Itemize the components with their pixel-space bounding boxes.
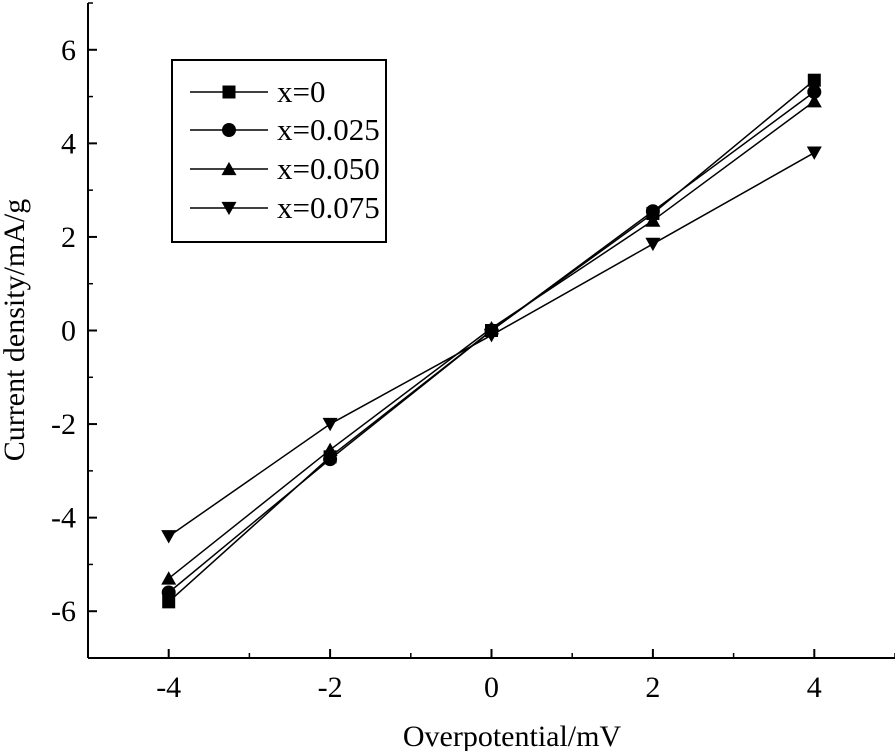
data-point — [322, 417, 338, 432]
x-tick-label: 0 — [484, 671, 499, 704]
data-point — [645, 237, 661, 252]
legend-item: x=0.050 — [190, 151, 380, 186]
data-point — [807, 73, 821, 87]
x-axis-title: Overpotential/mV — [403, 720, 622, 751]
y-tick-label: 6 — [61, 34, 76, 67]
legend-marker — [222, 85, 236, 99]
legend-item: x=0.025 — [190, 112, 380, 147]
legend-label: x=0.075 — [277, 190, 380, 225]
data-point — [645, 213, 661, 227]
x-axis: -4 -2 0 2 4 — [156, 649, 822, 704]
y-tick-label: -6 — [51, 595, 76, 628]
legend-label: x=0.050 — [277, 151, 380, 186]
legend-marker — [222, 123, 236, 137]
series-layer — [161, 73, 822, 609]
y-tick-label: -2 — [51, 408, 76, 441]
data-point — [806, 94, 822, 108]
x-tick-label: -2 — [318, 671, 343, 704]
data-point — [161, 530, 177, 544]
y-tick-label: 4 — [61, 127, 76, 160]
legend: x=0x=0.025 x=0.050 x=0.075 — [171, 59, 387, 243]
minor-ticks — [87, 2, 895, 659]
legend-item: x=0 — [190, 74, 325, 109]
legend-marker — [221, 201, 237, 216]
data-point — [161, 571, 177, 585]
data-point — [161, 585, 176, 600]
y-axis: 6 4 2 0 -2 -4 -6 — [51, 34, 97, 628]
legend-marker — [221, 161, 237, 176]
y-axis-title: Current density/mA/g — [0, 199, 31, 461]
data-point — [645, 204, 660, 219]
y-tick-label: 2 — [61, 221, 76, 254]
legend-label: x=0.025 — [277, 112, 380, 147]
x-tick-label: 2 — [645, 671, 660, 704]
legend-box — [171, 59, 387, 243]
x-tick-label: -4 — [156, 671, 181, 704]
data-point — [807, 84, 822, 99]
legend-item: x=0.075 — [190, 190, 380, 225]
data-point — [484, 329, 499, 343]
legend-label: x=0 — [277, 74, 325, 109]
data-point — [806, 146, 822, 160]
series-x=0.075 — [161, 146, 822, 544]
y-tick-label: 0 — [61, 315, 76, 348]
x-tick-label: 4 — [807, 671, 822, 704]
y-tick-label: -4 — [51, 502, 76, 535]
data-point — [322, 442, 338, 456]
